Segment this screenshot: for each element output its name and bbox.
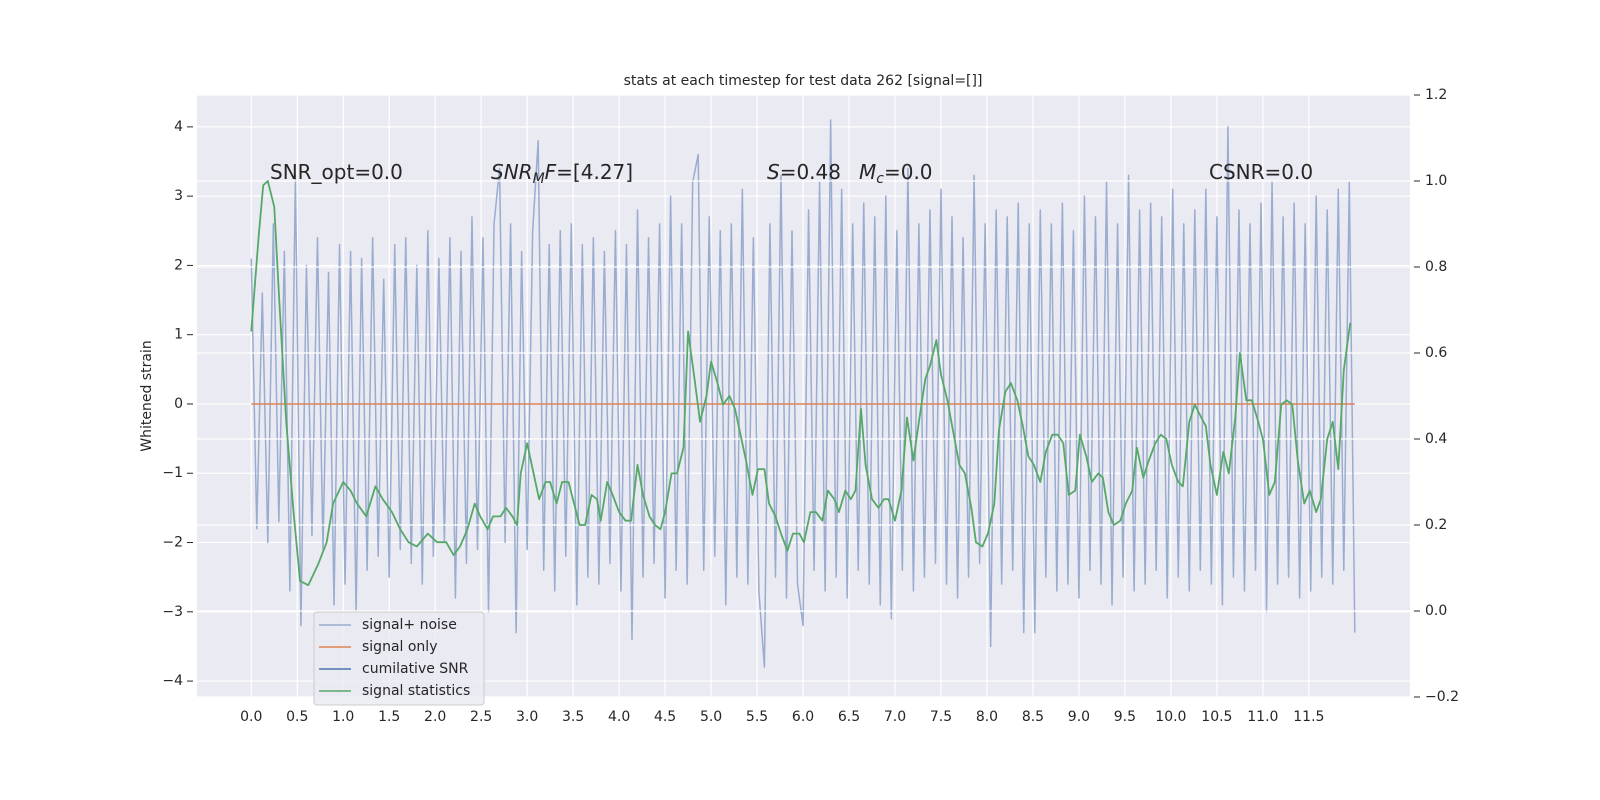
annotation: CSNR=0.0	[1209, 160, 1313, 184]
annotation-part: S	[767, 160, 780, 184]
y2-tick-label: 0.6	[1425, 345, 1447, 361]
series-line	[250, 180, 1352, 587]
annotation-part: CSNR=0.0	[1209, 160, 1313, 184]
x-tick-label: 1.5	[378, 709, 400, 725]
annotation-part: SNR	[491, 160, 533, 184]
annotation-part: =[4.27]	[556, 160, 633, 184]
y2-tick-label: 0.8	[1425, 259, 1447, 275]
x-tick-label: 10.0	[1155, 709, 1186, 725]
annotation: S=0.48	[767, 160, 841, 184]
x-tick-label: 6.5	[838, 709, 860, 725]
y2-tick-label: −0.2	[1425, 689, 1459, 705]
y-tick-label: 4	[174, 119, 183, 135]
x-tick-label: 8.0	[976, 709, 998, 725]
x-tick-label: 6.0	[792, 709, 814, 725]
annotation-part: F	[545, 160, 557, 184]
y-tick-label: 3	[174, 188, 183, 204]
y-tick-label: 2	[174, 257, 183, 273]
y2-tick-label: 0.4	[1425, 431, 1447, 447]
annotation-part: M	[533, 171, 545, 187]
x-tick-label: 3.5	[562, 709, 584, 725]
x-tick-label: 0.0	[240, 709, 262, 725]
legend-label: signal statistics	[362, 683, 470, 699]
series-line	[250, 119, 1356, 668]
x-tick-label: 5.0	[700, 709, 722, 725]
y2-tick-label: 1.2	[1425, 87, 1447, 103]
x-tick-label: 2.0	[424, 709, 446, 725]
x-tick-label: 10.5	[1201, 709, 1232, 725]
x-tick-label: 0.5	[286, 709, 308, 725]
annotation-part: SNR_opt=0.0	[270, 160, 403, 184]
y-tick-label: −1	[162, 465, 183, 481]
y2-tick-label: 0.2	[1425, 517, 1447, 533]
y-axis-label: Whitened strain	[139, 340, 155, 451]
annotation: SNR_opt=0.0	[270, 160, 403, 184]
annotation-part: =0.48	[780, 160, 841, 184]
y-tick-label: 0	[174, 396, 183, 412]
y-tick-label: 1	[174, 327, 183, 343]
x-tick-label: 5.5	[746, 709, 768, 725]
y-tick-label: −4	[162, 673, 183, 689]
y-tick-label: −2	[162, 535, 183, 551]
x-tick-label: 11.5	[1293, 709, 1324, 725]
legend-label: signal only	[362, 639, 437, 655]
x-tick-label: 7.5	[930, 709, 952, 725]
x-tick-label: 8.5	[1022, 709, 1044, 725]
annotation: SNRMF=[4.27]	[491, 160, 633, 188]
x-tick-label: 3.0	[516, 709, 538, 725]
x-tick-label: 4.0	[608, 709, 630, 725]
y2-tick-label: 0.0	[1425, 603, 1447, 619]
x-tick-label: 11.0	[1247, 709, 1278, 725]
y-tick-label: −3	[162, 604, 183, 620]
chart-title: stats at each timestep for test data 262…	[624, 73, 983, 89]
legend-label: cumilative SNR	[362, 661, 469, 677]
annotation: Mc=0.0	[859, 160, 933, 188]
x-tick-label: 7.0	[884, 709, 906, 725]
legend-label: signal+ noise	[362, 617, 457, 633]
x-tick-label: 4.5	[654, 709, 676, 725]
y2-tick-label: 1.0	[1425, 173, 1447, 189]
annotation-part: M	[859, 160, 876, 184]
annotation-part: c	[876, 171, 884, 187]
x-tick-label: 9.5	[1114, 709, 1136, 725]
annotation-part: =0.0	[884, 160, 933, 184]
x-tick-label: 2.5	[470, 709, 492, 725]
legend-box	[313, 611, 485, 706]
x-tick-label: 9.0	[1068, 709, 1090, 725]
x-tick-label: 1.0	[332, 709, 354, 725]
